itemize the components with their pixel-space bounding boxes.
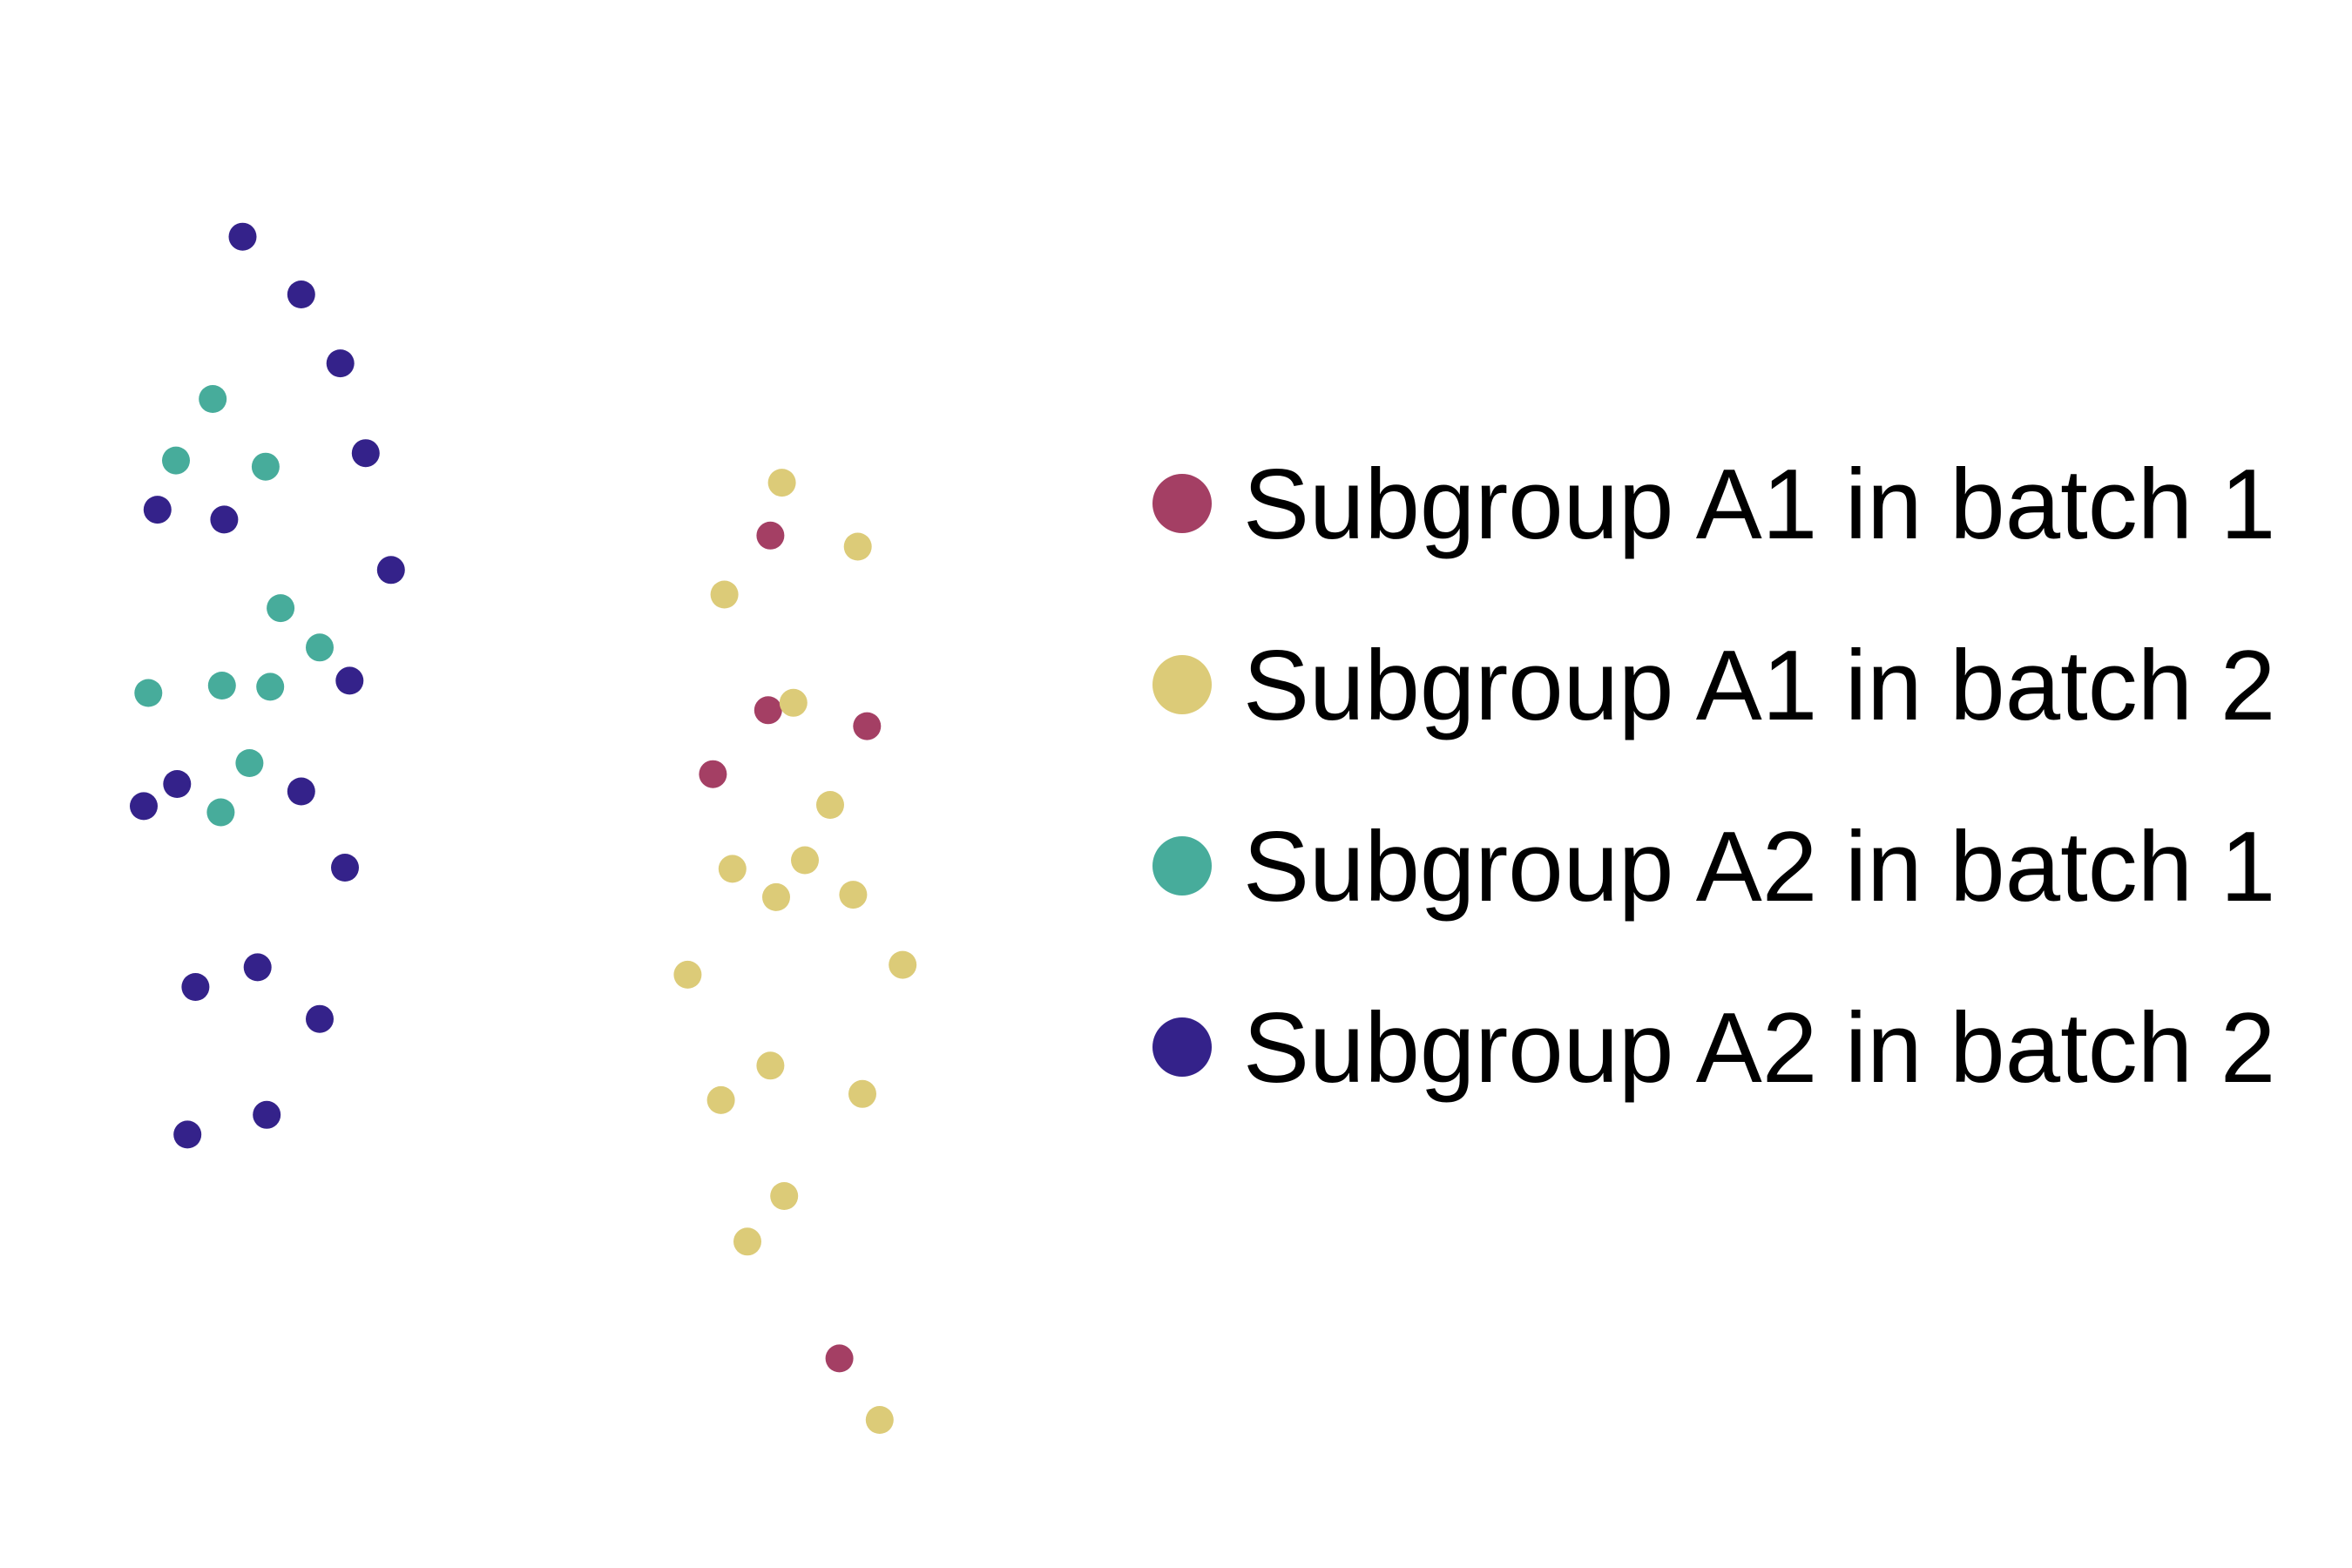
legend-item-subgroup-a2-in-batch-1: Subgroup A2 in batch 1 [1152, 812, 2275, 923]
legend-label: Subgroup A2 in batch 2 [1243, 993, 2275, 1104]
point-subgroup-a2-in-batch-2-16 [253, 1100, 281, 1129]
point-subgroup-a2-in-batch-2-12 [331, 854, 359, 882]
point-subgroup-a1-in-batch-2-9 [839, 881, 868, 909]
point-subgroup-a1-in-batch-2-3 [710, 580, 739, 609]
point-subgroup-a2-in-batch-1-4 [267, 594, 295, 623]
legend-item-subgroup-a1-in-batch-1: Subgroup A1 in batch 1 [1152, 449, 2275, 560]
legend-item-subgroup-a1-in-batch-2: Subgroup A1 in batch 2 [1152, 631, 2275, 741]
point-subgroup-a1-in-batch-2-16 [733, 1227, 761, 1256]
point-subgroup-a2-in-batch-2-10 [130, 792, 158, 821]
point-subgroup-a2-in-batch-2-11 [287, 777, 315, 806]
series-subgroup-a2-in-batch-1 [134, 385, 334, 827]
point-subgroup-a2-in-batch-2-13 [243, 953, 272, 982]
legend-marker [1152, 474, 1212, 533]
point-subgroup-a1-in-batch-1-4 [699, 760, 727, 788]
point-subgroup-a2-in-batch-2-3 [326, 349, 355, 378]
point-subgroup-a2-in-batch-1-5 [306, 633, 334, 662]
point-subgroup-a1-in-batch-2-12 [756, 1051, 785, 1080]
point-subgroup-a1-in-batch-2-15 [770, 1182, 799, 1210]
legend-marker [1152, 836, 1212, 896]
point-subgroup-a2-in-batch-2-8 [335, 666, 364, 695]
point-subgroup-a1-in-batch-1-5 [825, 1344, 854, 1373]
point-subgroup-a1-in-batch-2-8 [762, 882, 790, 911]
legend-marker [1152, 655, 1212, 714]
point-subgroup-a1-in-batch-2-14 [848, 1079, 876, 1108]
plot-area [130, 222, 917, 1434]
point-subgroup-a2-in-batch-1-1 [199, 385, 227, 413]
point-subgroup-a1-in-batch-2-2 [843, 532, 872, 561]
point-subgroup-a1-in-batch-2-7 [791, 846, 819, 875]
point-subgroup-a2-in-batch-1-3 [251, 452, 280, 481]
point-subgroup-a1-in-batch-2-13 [706, 1085, 735, 1114]
point-subgroup-a2-in-batch-2-14 [181, 973, 210, 1001]
point-subgroup-a2-in-batch-1-2 [162, 446, 190, 475]
point-subgroup-a2-in-batch-1-6 [134, 679, 163, 707]
point-subgroup-a2-in-batch-1-9 [235, 749, 264, 777]
point-subgroup-a1-in-batch-2-11 [889, 950, 917, 979]
point-subgroup-a2-in-batch-2-9 [163, 770, 192, 798]
point-subgroup-a2-in-batch-2-5 [143, 496, 172, 524]
point-subgroup-a1-in-batch-2-4 [779, 688, 808, 717]
point-subgroup-a1-in-batch-2-17 [865, 1406, 894, 1434]
point-subgroup-a1-in-batch-2-6 [718, 855, 747, 883]
point-subgroup-a2-in-batch-1-10 [206, 798, 235, 827]
point-subgroup-a2-in-batch-2-2 [287, 280, 315, 308]
series-subgroup-a2-in-batch-2 [130, 222, 405, 1149]
legend-label: Subgroup A2 in batch 1 [1243, 812, 2275, 923]
point-subgroup-a1-in-batch-2-1 [767, 469, 796, 497]
series-subgroup-a1-in-batch-2 [673, 469, 917, 1434]
point-subgroup-a2-in-batch-2-4 [351, 439, 380, 468]
point-subgroup-a1-in-batch-1-1 [756, 521, 785, 550]
legend-item-subgroup-a2-in-batch-2: Subgroup A2 in batch 2 [1152, 993, 2275, 1104]
point-subgroup-a2-in-batch-2-17 [173, 1120, 202, 1149]
legend: Subgroup A1 in batch 1 Subgroup A1 in bat… [1152, 449, 2275, 1104]
legend-marker [1152, 1017, 1212, 1077]
point-subgroup-a1-in-batch-1-2 [754, 696, 782, 725]
legend-label: Subgroup A1 in batch 1 [1243, 449, 2275, 560]
point-subgroup-a2-in-batch-2-1 [228, 222, 257, 251]
point-subgroup-a1-in-batch-2-10 [673, 960, 702, 989]
series-subgroup-a1-in-batch-1 [699, 521, 882, 1373]
legend-label: Subgroup A1 in batch 2 [1243, 631, 2275, 741]
point-subgroup-a2-in-batch-1-7 [207, 672, 236, 700]
point-subgroup-a1-in-batch-2-5 [816, 791, 844, 819]
point-subgroup-a2-in-batch-2-6 [210, 505, 239, 534]
point-subgroup-a1-in-batch-1-3 [853, 712, 882, 740]
point-subgroup-a2-in-batch-2-15 [306, 1004, 334, 1033]
point-subgroup-a2-in-batch-1-8 [256, 672, 285, 701]
point-subgroup-a2-in-batch-2-7 [376, 556, 405, 585]
